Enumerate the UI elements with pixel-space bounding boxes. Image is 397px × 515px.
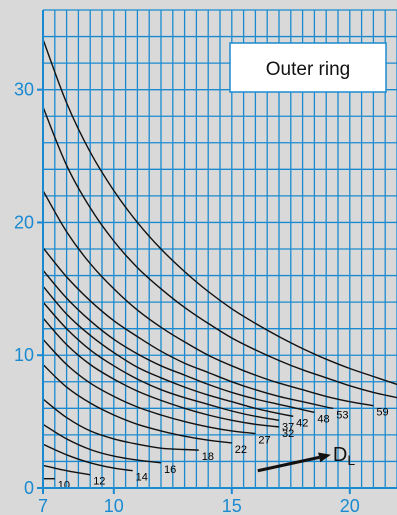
curve-53 bbox=[42, 247, 334, 409]
dl-annotation: DL bbox=[257, 444, 355, 473]
curve-label: 48 bbox=[317, 413, 329, 425]
dl-arrow-head bbox=[318, 452, 331, 463]
legend-box-label: Outer ring bbox=[266, 59, 350, 80]
legend-box: Outer ring bbox=[229, 42, 387, 93]
curve-14 bbox=[42, 443, 133, 472]
y-tick-label: 0 bbox=[24, 478, 34, 498]
curve-68 bbox=[42, 106, 397, 399]
curve-37 bbox=[42, 301, 280, 421]
curve-label: 27 bbox=[258, 435, 270, 447]
curve-48 bbox=[42, 269, 315, 413]
x-tick-label: 15 bbox=[222, 496, 242, 515]
curve-16 bbox=[42, 423, 162, 464]
curve-top bbox=[42, 38, 397, 386]
x-tick-label: 7 bbox=[38, 496, 48, 515]
dl-label: DL bbox=[333, 444, 355, 468]
curve-32 bbox=[42, 317, 280, 428]
curve-label: 22 bbox=[235, 444, 247, 456]
curve-22 bbox=[42, 363, 232, 444]
dl-label-main: D bbox=[333, 444, 347, 466]
curve-label: 16 bbox=[164, 464, 176, 476]
dl-arrow-line bbox=[257, 455, 320, 473]
dl-label-sub: L bbox=[347, 452, 355, 468]
curve-label: 59 bbox=[376, 407, 388, 419]
legend-box-frame bbox=[229, 42, 387, 93]
y-tick-label: 30 bbox=[14, 80, 34, 100]
curve-27 bbox=[42, 338, 256, 435]
curve-label: 32 bbox=[282, 428, 294, 440]
curves bbox=[42, 38, 397, 480]
curve-label: 42 bbox=[296, 417, 308, 429]
curve-label: 10 bbox=[58, 480, 70, 492]
curve-label: 18 bbox=[202, 451, 214, 463]
curve-label: 37 bbox=[282, 421, 294, 433]
curve-label: 14 bbox=[136, 472, 148, 484]
y-tick-label: 20 bbox=[14, 212, 34, 232]
curve-label: 53 bbox=[336, 409, 348, 421]
y-tick-label: 10 bbox=[14, 345, 34, 365]
curve-18 bbox=[42, 398, 199, 451]
curve-59 bbox=[42, 190, 374, 407]
x-tick-label: 10 bbox=[104, 496, 124, 515]
curve-label: 12 bbox=[93, 476, 105, 488]
curve-42 bbox=[42, 285, 294, 417]
curve-12 bbox=[42, 464, 91, 476]
x-tick-label: 20 bbox=[340, 496, 360, 515]
tick-labels: 7 10 15 20 0 10 20 30 bbox=[14, 80, 360, 515]
